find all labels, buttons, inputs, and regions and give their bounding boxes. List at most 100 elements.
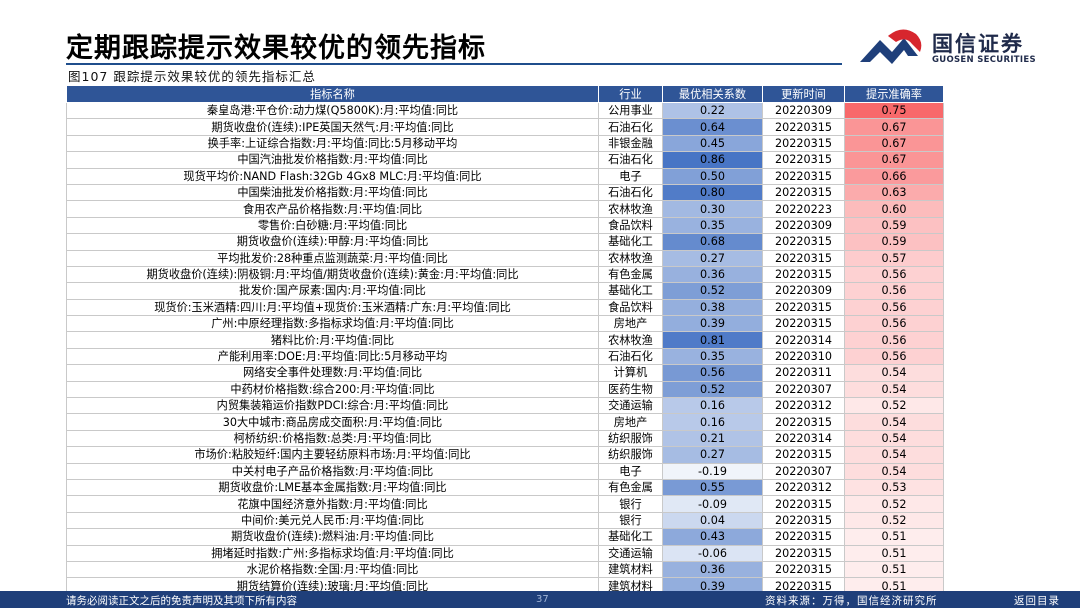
- cell-update-date: 20220315: [762, 495, 845, 513]
- cell-industry: 基础化工: [598, 233, 663, 251]
- table-row: 中关村电子产品价格指数:月:平均值:同比 电子 -0.19 20220307 0.54: [66, 462, 944, 480]
- cell-correlation: 0.80: [662, 183, 763, 202]
- footer-bar: [0, 591, 1080, 608]
- column-header-update-date: 更新时间: [762, 85, 845, 103]
- cell-correlation: 0.16: [662, 397, 763, 415]
- cell-industry: 石油石化: [598, 118, 663, 136]
- cell-accuracy: 0.56: [844, 315, 944, 333]
- cell-industry: 农林牧渔: [598, 331, 663, 349]
- cell-update-date: 20220315: [762, 560, 845, 579]
- cell-correlation: 0.27: [662, 249, 763, 267]
- table-row: 中国汽油批发价格指数:月:平均值:同比 石油石化 0.86 20220315 0.67: [66, 151, 944, 169]
- cell-correlation: 0.35: [662, 216, 763, 235]
- cell-accuracy: 0.52: [844, 511, 944, 530]
- table-row: 水泥价格指数:全国:月:平均值:同比 建筑材料 0.36 20220315 0.51: [66, 560, 944, 579]
- cell-accuracy: 0.66: [844, 167, 944, 185]
- cell-industry: 房地产: [598, 315, 663, 333]
- cell-accuracy: 0.56: [844, 298, 944, 317]
- cell-accuracy: 0.52: [844, 495, 944, 513]
- cell-indicator-name: 网络安全事件处理数:月:平均值:同比: [66, 364, 599, 382]
- table-row: 平均批发价:28种重点监测蔬菜:月:平均值:同比 农林牧渔 0.27 20220315…: [66, 249, 944, 267]
- cell-industry: 计算机: [598, 364, 663, 382]
- cell-indicator-name: 内贸集装箱运价指数PDCI:综合:月:平均值:同比: [66, 397, 599, 415]
- cell-correlation: 0.64: [662, 118, 763, 136]
- cell-indicator-name: 中国汽油批发价格指数:月:平均值:同比: [66, 151, 599, 169]
- guosen-logo-icon: [860, 29, 922, 64]
- cell-correlation: 0.43: [662, 528, 763, 546]
- cell-correlation: 0.27: [662, 446, 763, 464]
- page-number: 37: [536, 594, 549, 605]
- cell-correlation: 0.50: [662, 167, 763, 185]
- table-row: 零售价:白砂糖:月:平均值:同比 食品饮料 0.35 20220309 0.59: [66, 216, 944, 235]
- cell-indicator-name: 中药材价格指数:综合200:月:平均值:同比: [66, 380, 599, 399]
- cell-update-date: 20220307: [762, 380, 845, 399]
- table-row: 换手率:上证综合指数:月:平均值:同比:5月移动平均 非银金融 0.45 202203…: [66, 134, 944, 153]
- indicator-table: 指标名称 行业 最优相关系数 更新时间 提示准确率 秦皇岛港:平仓价:动力煤(Q…: [66, 85, 944, 595]
- cell-correlation: 0.22: [662, 101, 763, 120]
- cell-correlation: 0.86: [662, 151, 763, 169]
- cell-industry: 电子: [598, 167, 663, 185]
- cell-indicator-name: 中关村电子产品价格指数:月:平均值:同比: [66, 462, 599, 480]
- company-logo: 国信证券 GUOSEN SECURITIES: [858, 26, 1038, 70]
- cell-accuracy: 0.67: [844, 118, 944, 136]
- cell-accuracy: 0.52: [844, 397, 944, 415]
- cell-correlation: 0.16: [662, 413, 763, 431]
- cell-update-date: 20220310: [762, 347, 845, 366]
- cell-indicator-name: 零售价:白砂糖:月:平均值:同比: [66, 216, 599, 235]
- cell-industry: 有色金属: [598, 265, 663, 284]
- cell-accuracy: 0.57: [844, 249, 944, 267]
- cell-correlation: 0.81: [662, 331, 763, 349]
- cell-update-date: 20220312: [762, 478, 845, 497]
- table-row: 花旗中国经济意外指数:月:平均值:同比 银行 -0.09 20220315 0.52: [66, 495, 944, 513]
- table-row: 网络安全事件处理数:月:平均值:同比 计算机 0.56 20220311 0.54: [66, 364, 944, 382]
- cell-correlation: 0.36: [662, 265, 763, 284]
- logo-chinese-text: 国信证券: [932, 32, 1024, 56]
- cell-indicator-name: 期货收盘价(连续):阴极铜:月:平均值/期货收盘价(连续):黄金:月:平均值:同…: [66, 265, 599, 284]
- cell-indicator-name: 花旗中国经济意外指数:月:平均值:同比: [66, 495, 599, 513]
- cell-update-date: 20220315: [762, 249, 845, 267]
- cell-indicator-name: 期货收盘价:LME基本金属指数:月:平均值:同比: [66, 478, 599, 497]
- cell-accuracy: 0.56: [844, 347, 944, 366]
- table-row: 30大中城市:商品房成交面积:月:平均值:同比 房地产 0.16 20220315 0.…: [66, 413, 944, 431]
- cell-industry: 基础化工: [598, 528, 663, 546]
- cell-update-date: 20220315: [762, 528, 845, 546]
- table-row: 期货收盘价(连续):燃料油:月:平均值:同比 基础化工 0.43 20220315 0.…: [66, 528, 944, 546]
- data-source: 资料来源：万得，国信经济研究所: [765, 595, 938, 607]
- cell-accuracy: 0.51: [844, 528, 944, 546]
- cell-update-date: 20220315: [762, 151, 845, 169]
- cell-indicator-name: 拥堵延时指数:广州:多指标求均值:月:平均值:同比: [66, 544, 599, 562]
- cell-update-date: 20220315: [762, 298, 845, 317]
- cell-indicator-name: 食用农产品价格指数:月:平均值:同比: [66, 200, 599, 218]
- cell-industry: 农林牧渔: [598, 249, 663, 267]
- cell-accuracy: 0.59: [844, 216, 944, 235]
- cell-accuracy: 0.53: [844, 478, 944, 497]
- cell-indicator-name: 广州:中原经理指数:多指标求均值:月:平均值:同比: [66, 315, 599, 333]
- cell-indicator-name: 产能利用率:DOE:月:平均值:同比:5月移动平均: [66, 347, 599, 366]
- table-row: 批发价:国产尿素:国内:月:平均值:同比 基础化工 0.52 20220309 0.56: [66, 282, 944, 300]
- cell-correlation: 0.52: [662, 380, 763, 399]
- cell-industry: 房地产: [598, 413, 663, 431]
- cell-correlation: 0.52: [662, 282, 763, 300]
- cell-accuracy: 0.60: [844, 200, 944, 218]
- cell-industry: 有色金属: [598, 478, 663, 497]
- cell-industry: 纺织服饰: [598, 429, 663, 448]
- table-row: 期货收盘价(连续):阴极铜:月:平均值/期货收盘价(连续):黄金:月:平均值:同…: [66, 265, 944, 284]
- cell-industry: 电子: [598, 462, 663, 480]
- cell-update-date: 20220314: [762, 429, 845, 448]
- column-header-name: 指标名称: [66, 85, 599, 103]
- cell-industry: 医药生物: [598, 380, 663, 399]
- cell-accuracy: 0.54: [844, 413, 944, 431]
- cell-indicator-name: 平均批发价:28种重点监测蔬菜:月:平均值:同比: [66, 249, 599, 267]
- cell-indicator-name: 水泥价格指数:全国:月:平均值:同比: [66, 560, 599, 579]
- cell-industry: 银行: [598, 511, 663, 530]
- cell-indicator-name: 期货收盘价(连续):燃料油:月:平均值:同比: [66, 528, 599, 546]
- cell-indicator-name: 批发价:国产尿素:国内:月:平均值:同比: [66, 282, 599, 300]
- cell-update-date: 20220309: [762, 282, 845, 300]
- cell-correlation: 0.35: [662, 347, 763, 366]
- cell-accuracy: 0.51: [844, 560, 944, 579]
- cell-indicator-name: 30大中城市:商品房成交面积:月:平均值:同比: [66, 413, 599, 431]
- back-to-contents-link[interactable]: 返回目录: [1014, 595, 1060, 607]
- cell-accuracy: 0.54: [844, 380, 944, 399]
- cell-correlation: 0.30: [662, 200, 763, 218]
- table-row: 现货价:玉米酒精:四川:月:平均值+现货价:玉米酒精:广东:月:平均值:同比 食品…: [66, 298, 944, 317]
